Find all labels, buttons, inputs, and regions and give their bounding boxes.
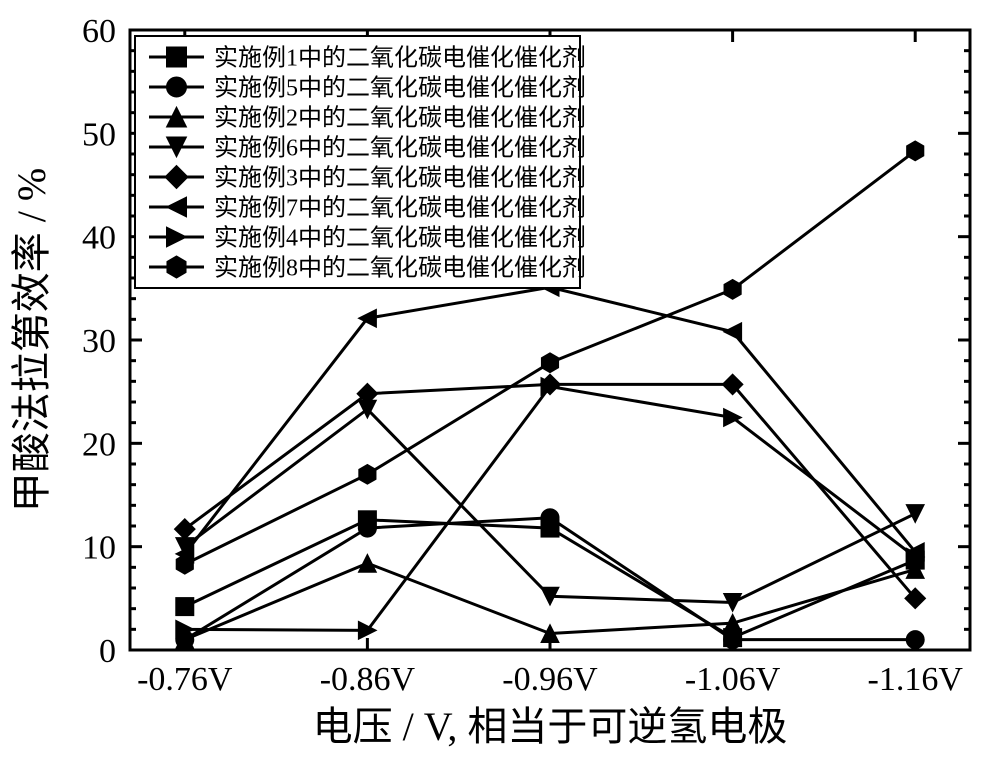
data-marker <box>724 323 742 341</box>
data-marker <box>174 519 195 540</box>
data-marker <box>907 141 924 161</box>
data-marker <box>906 631 924 649</box>
legend-label: 实施例5中的二氧化碳电催化催化剂 <box>214 74 586 101</box>
y-axis-title: 甲酸法拉第效率 / % <box>9 168 54 512</box>
data-marker <box>167 47 187 67</box>
legend-label: 实施例6中的二氧化碳电催化催化剂 <box>214 134 586 161</box>
y-tick-label: 10 <box>82 530 116 567</box>
x-tick-label: -1.06V <box>685 661 781 698</box>
y-tick-label: 50 <box>82 116 116 153</box>
y-tick-label: 30 <box>82 323 116 360</box>
legend-label: 实施例7中的二氧化碳电催化催化剂 <box>214 194 586 221</box>
x-axis-title: 电压 / V, 相当于可逆氢电极 <box>313 704 788 749</box>
x-tick-label: -1.16V <box>868 661 964 698</box>
legend-label: 实施例2中的二氧化碳电催化催化剂 <box>214 104 586 131</box>
legend: 实施例1中的二氧化碳电催化催化剂实施例5中的二氧化碳电催化催化剂实施例2中的二氧… <box>135 36 586 288</box>
chart-container: 0 10 20 30 40 50 60 -0.76V -0.86V -0.96V -1.06V -1.… <box>0 0 1000 772</box>
data-marker <box>167 256 186 278</box>
data-marker <box>906 505 924 523</box>
data-marker <box>176 554 193 574</box>
data-marker <box>541 353 558 373</box>
x-tick-label: -0.86V <box>320 661 416 698</box>
data-marker <box>724 631 742 649</box>
data-marker <box>176 598 194 616</box>
data-marker <box>359 464 376 484</box>
x-tick-label: -0.96V <box>502 661 598 698</box>
y-tick-label: 60 <box>82 13 116 50</box>
chart-svg: 0 10 20 30 40 50 60 -0.76V -0.86V -0.96V -1.06V -1.… <box>0 0 1000 772</box>
data-marker <box>358 519 376 537</box>
data-marker <box>541 509 559 527</box>
legend-label: 实施例4中的二氧化碳电催化催化剂 <box>214 224 586 251</box>
data-marker <box>167 77 187 97</box>
data-marker <box>724 279 741 299</box>
y-tick-label: 20 <box>82 426 116 463</box>
legend-label: 实施例3中的二氧化碳电催化催化剂 <box>214 164 586 191</box>
x-tick-label: -0.76V <box>137 661 233 698</box>
y-tick-label: 40 <box>82 220 116 257</box>
data-marker <box>358 554 376 572</box>
y-tick-label: 0 <box>99 633 116 670</box>
legend-label: 实施例8中的二氧化碳电催化催化剂 <box>214 254 586 281</box>
legend-label: 实施例1中的二氧化碳电催化催化剂 <box>214 44 586 71</box>
